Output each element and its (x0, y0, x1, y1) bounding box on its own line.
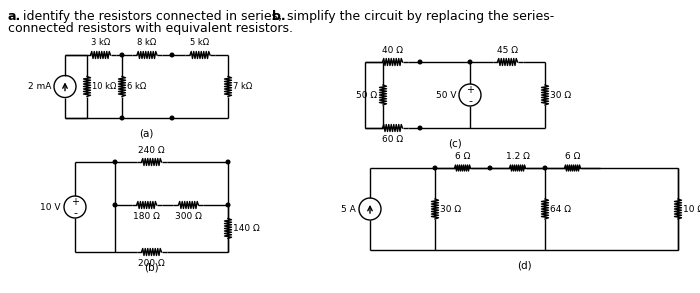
Text: 5 kΩ: 5 kΩ (190, 38, 209, 47)
Text: b.: b. (272, 10, 286, 23)
Text: 10 kΩ: 10 kΩ (92, 82, 116, 91)
Text: -: - (468, 96, 472, 106)
Text: 40 Ω: 40 Ω (382, 46, 403, 55)
Circle shape (418, 126, 422, 130)
Text: (b): (b) (144, 262, 159, 272)
Text: 200 Ω: 200 Ω (138, 259, 165, 268)
Circle shape (418, 60, 422, 64)
Circle shape (488, 166, 492, 170)
Text: 8 kΩ: 8 kΩ (137, 38, 157, 47)
Circle shape (226, 160, 230, 164)
Circle shape (543, 166, 547, 170)
Text: 6 Ω: 6 Ω (565, 152, 580, 161)
Text: 1.2 Ω: 1.2 Ω (505, 152, 529, 161)
Text: +: + (466, 85, 474, 95)
Text: 45 Ω: 45 Ω (497, 46, 518, 55)
Circle shape (226, 203, 230, 207)
Circle shape (170, 53, 174, 57)
Text: connected resistors with equivalent resistors.: connected resistors with equivalent resi… (8, 22, 293, 35)
Circle shape (120, 53, 124, 57)
Circle shape (433, 166, 437, 170)
Text: 64 Ω: 64 Ω (550, 205, 571, 214)
Text: 300 Ω: 300 Ω (175, 212, 202, 221)
Text: 30 Ω: 30 Ω (550, 91, 571, 100)
Circle shape (120, 116, 124, 120)
Text: identify the resistors connected in series,: identify the resistors connected in seri… (19, 10, 286, 23)
Text: (d): (d) (517, 260, 531, 270)
Text: 140 Ω: 140 Ω (233, 224, 260, 233)
Text: 50 V: 50 V (435, 91, 456, 100)
Circle shape (113, 160, 117, 164)
Text: (a): (a) (139, 128, 154, 138)
Text: 2 mA: 2 mA (27, 82, 51, 91)
Text: 50 Ω: 50 Ω (356, 91, 377, 100)
Text: simplify the circuit by replacing the series-: simplify the circuit by replacing the se… (283, 10, 554, 23)
Circle shape (170, 116, 174, 120)
Text: 6 Ω: 6 Ω (455, 152, 470, 161)
Text: 3 kΩ: 3 kΩ (91, 38, 110, 47)
Text: a.: a. (8, 10, 21, 23)
Circle shape (468, 60, 472, 64)
Text: 7 kΩ: 7 kΩ (233, 82, 252, 91)
Text: 10 V: 10 V (41, 202, 61, 212)
Text: 240 Ω: 240 Ω (138, 146, 164, 155)
Text: 10 Ω: 10 Ω (683, 205, 700, 214)
Text: -: - (73, 208, 77, 218)
Circle shape (113, 203, 117, 207)
Text: 6 kΩ: 6 kΩ (127, 82, 146, 91)
Text: 5 A: 5 A (342, 205, 356, 214)
Text: 180 Ω: 180 Ω (133, 212, 160, 221)
Text: (c): (c) (448, 138, 462, 148)
Text: 30 Ω: 30 Ω (440, 205, 461, 214)
Text: +: + (71, 197, 79, 207)
Text: 60 Ω: 60 Ω (382, 135, 403, 144)
